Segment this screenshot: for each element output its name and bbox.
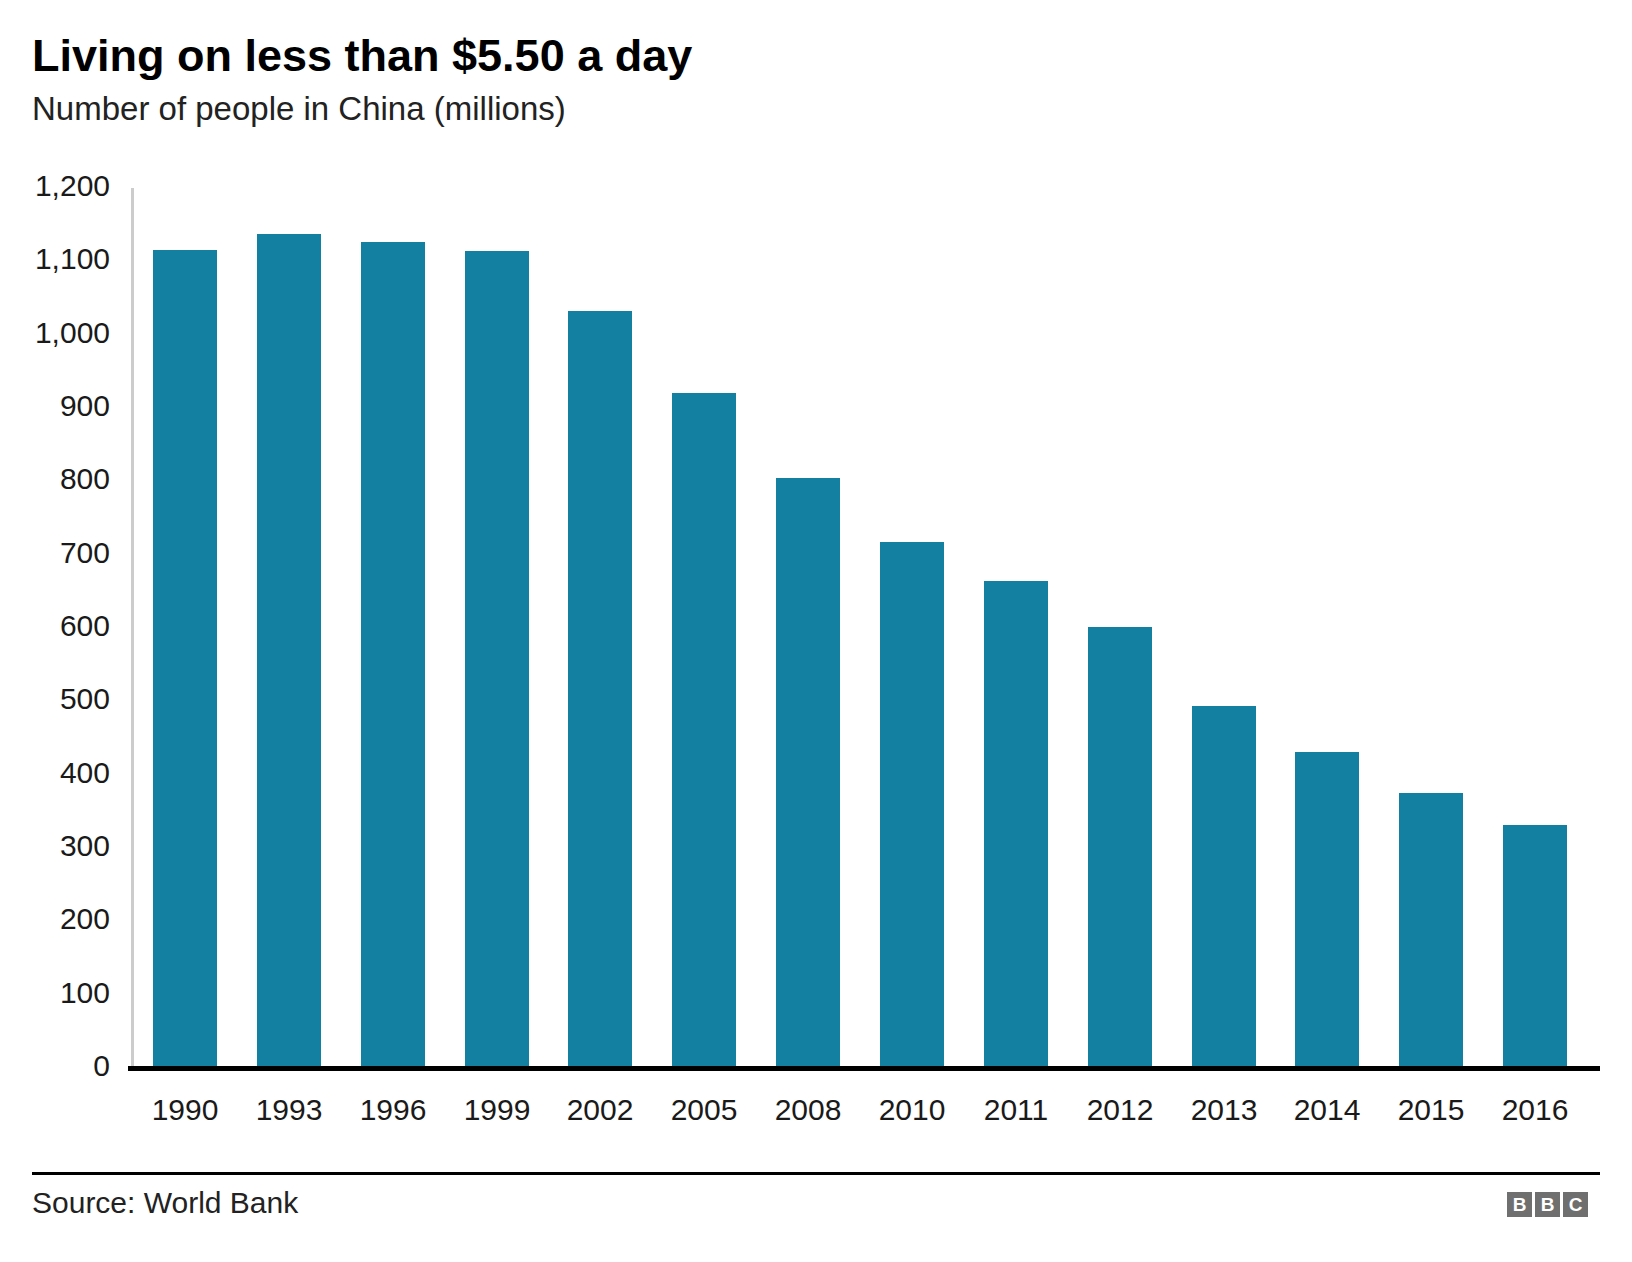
y-tick-label: 400 bbox=[0, 756, 110, 790]
bar-2013 bbox=[1192, 706, 1256, 1066]
x-tick-label: 2012 bbox=[1060, 1093, 1180, 1127]
y-tick-label: 0 bbox=[0, 1049, 110, 1083]
y-tick-label: 100 bbox=[0, 976, 110, 1010]
x-tick-label: 2014 bbox=[1267, 1093, 1387, 1127]
bar-2005 bbox=[672, 393, 736, 1066]
x-tick-label: 2015 bbox=[1371, 1093, 1491, 1127]
x-tick-label: 1993 bbox=[229, 1093, 349, 1127]
y-tick-label: 1,200 bbox=[0, 169, 110, 203]
x-tick-label: 2005 bbox=[644, 1093, 764, 1127]
x-axis-line bbox=[128, 1066, 1600, 1071]
bbc-logo-block: B bbox=[1507, 1192, 1532, 1217]
chart-card: Living on less than $5.50 a day Number o… bbox=[0, 0, 1632, 1262]
bar-2002 bbox=[568, 311, 632, 1066]
x-tick-label: 2008 bbox=[748, 1093, 868, 1127]
y-tick-label: 800 bbox=[0, 462, 110, 496]
bar-2012 bbox=[1088, 627, 1152, 1066]
bar-2011 bbox=[984, 581, 1048, 1066]
y-tick-label: 500 bbox=[0, 682, 110, 716]
x-tick-label: 1999 bbox=[437, 1093, 557, 1127]
y-tick-label: 900 bbox=[0, 389, 110, 423]
bar-1996 bbox=[361, 242, 425, 1066]
bbc-logo: BBC bbox=[1507, 1192, 1588, 1217]
bbc-logo-block: C bbox=[1563, 1192, 1588, 1217]
y-tick-label: 700 bbox=[0, 536, 110, 570]
y-tick-label: 300 bbox=[0, 829, 110, 863]
bar-2016 bbox=[1503, 825, 1567, 1066]
x-tick-label: 2002 bbox=[540, 1093, 660, 1127]
bar-2015 bbox=[1399, 793, 1463, 1066]
bar-2010 bbox=[880, 542, 944, 1066]
x-tick-label: 1990 bbox=[125, 1093, 245, 1127]
footer-divider bbox=[32, 1172, 1600, 1175]
y-tick-label: 1,000 bbox=[0, 316, 110, 350]
bbc-logo-block: B bbox=[1535, 1192, 1560, 1217]
x-tick-label: 2016 bbox=[1475, 1093, 1595, 1127]
x-tick-label: 2011 bbox=[956, 1093, 1076, 1127]
y-axis-line bbox=[131, 188, 134, 1067]
x-tick-label: 2010 bbox=[852, 1093, 972, 1127]
x-tick-label: 2013 bbox=[1164, 1093, 1284, 1127]
bar-chart: 0 100 200 300 400 500 600 700 800 900 1,000 1,100 1,… bbox=[0, 0, 1632, 1262]
y-tick-label: 1,100 bbox=[0, 242, 110, 276]
x-tick-label: 1996 bbox=[333, 1093, 453, 1127]
bar-1993 bbox=[257, 234, 321, 1066]
y-tick-label: 200 bbox=[0, 902, 110, 936]
bar-1999 bbox=[465, 251, 529, 1066]
source-label: Source: World Bank bbox=[32, 1186, 298, 1220]
bar-1990 bbox=[153, 250, 217, 1066]
bar-2008 bbox=[776, 478, 840, 1066]
y-tick-label: 600 bbox=[0, 609, 110, 643]
bar-2014 bbox=[1295, 752, 1359, 1066]
